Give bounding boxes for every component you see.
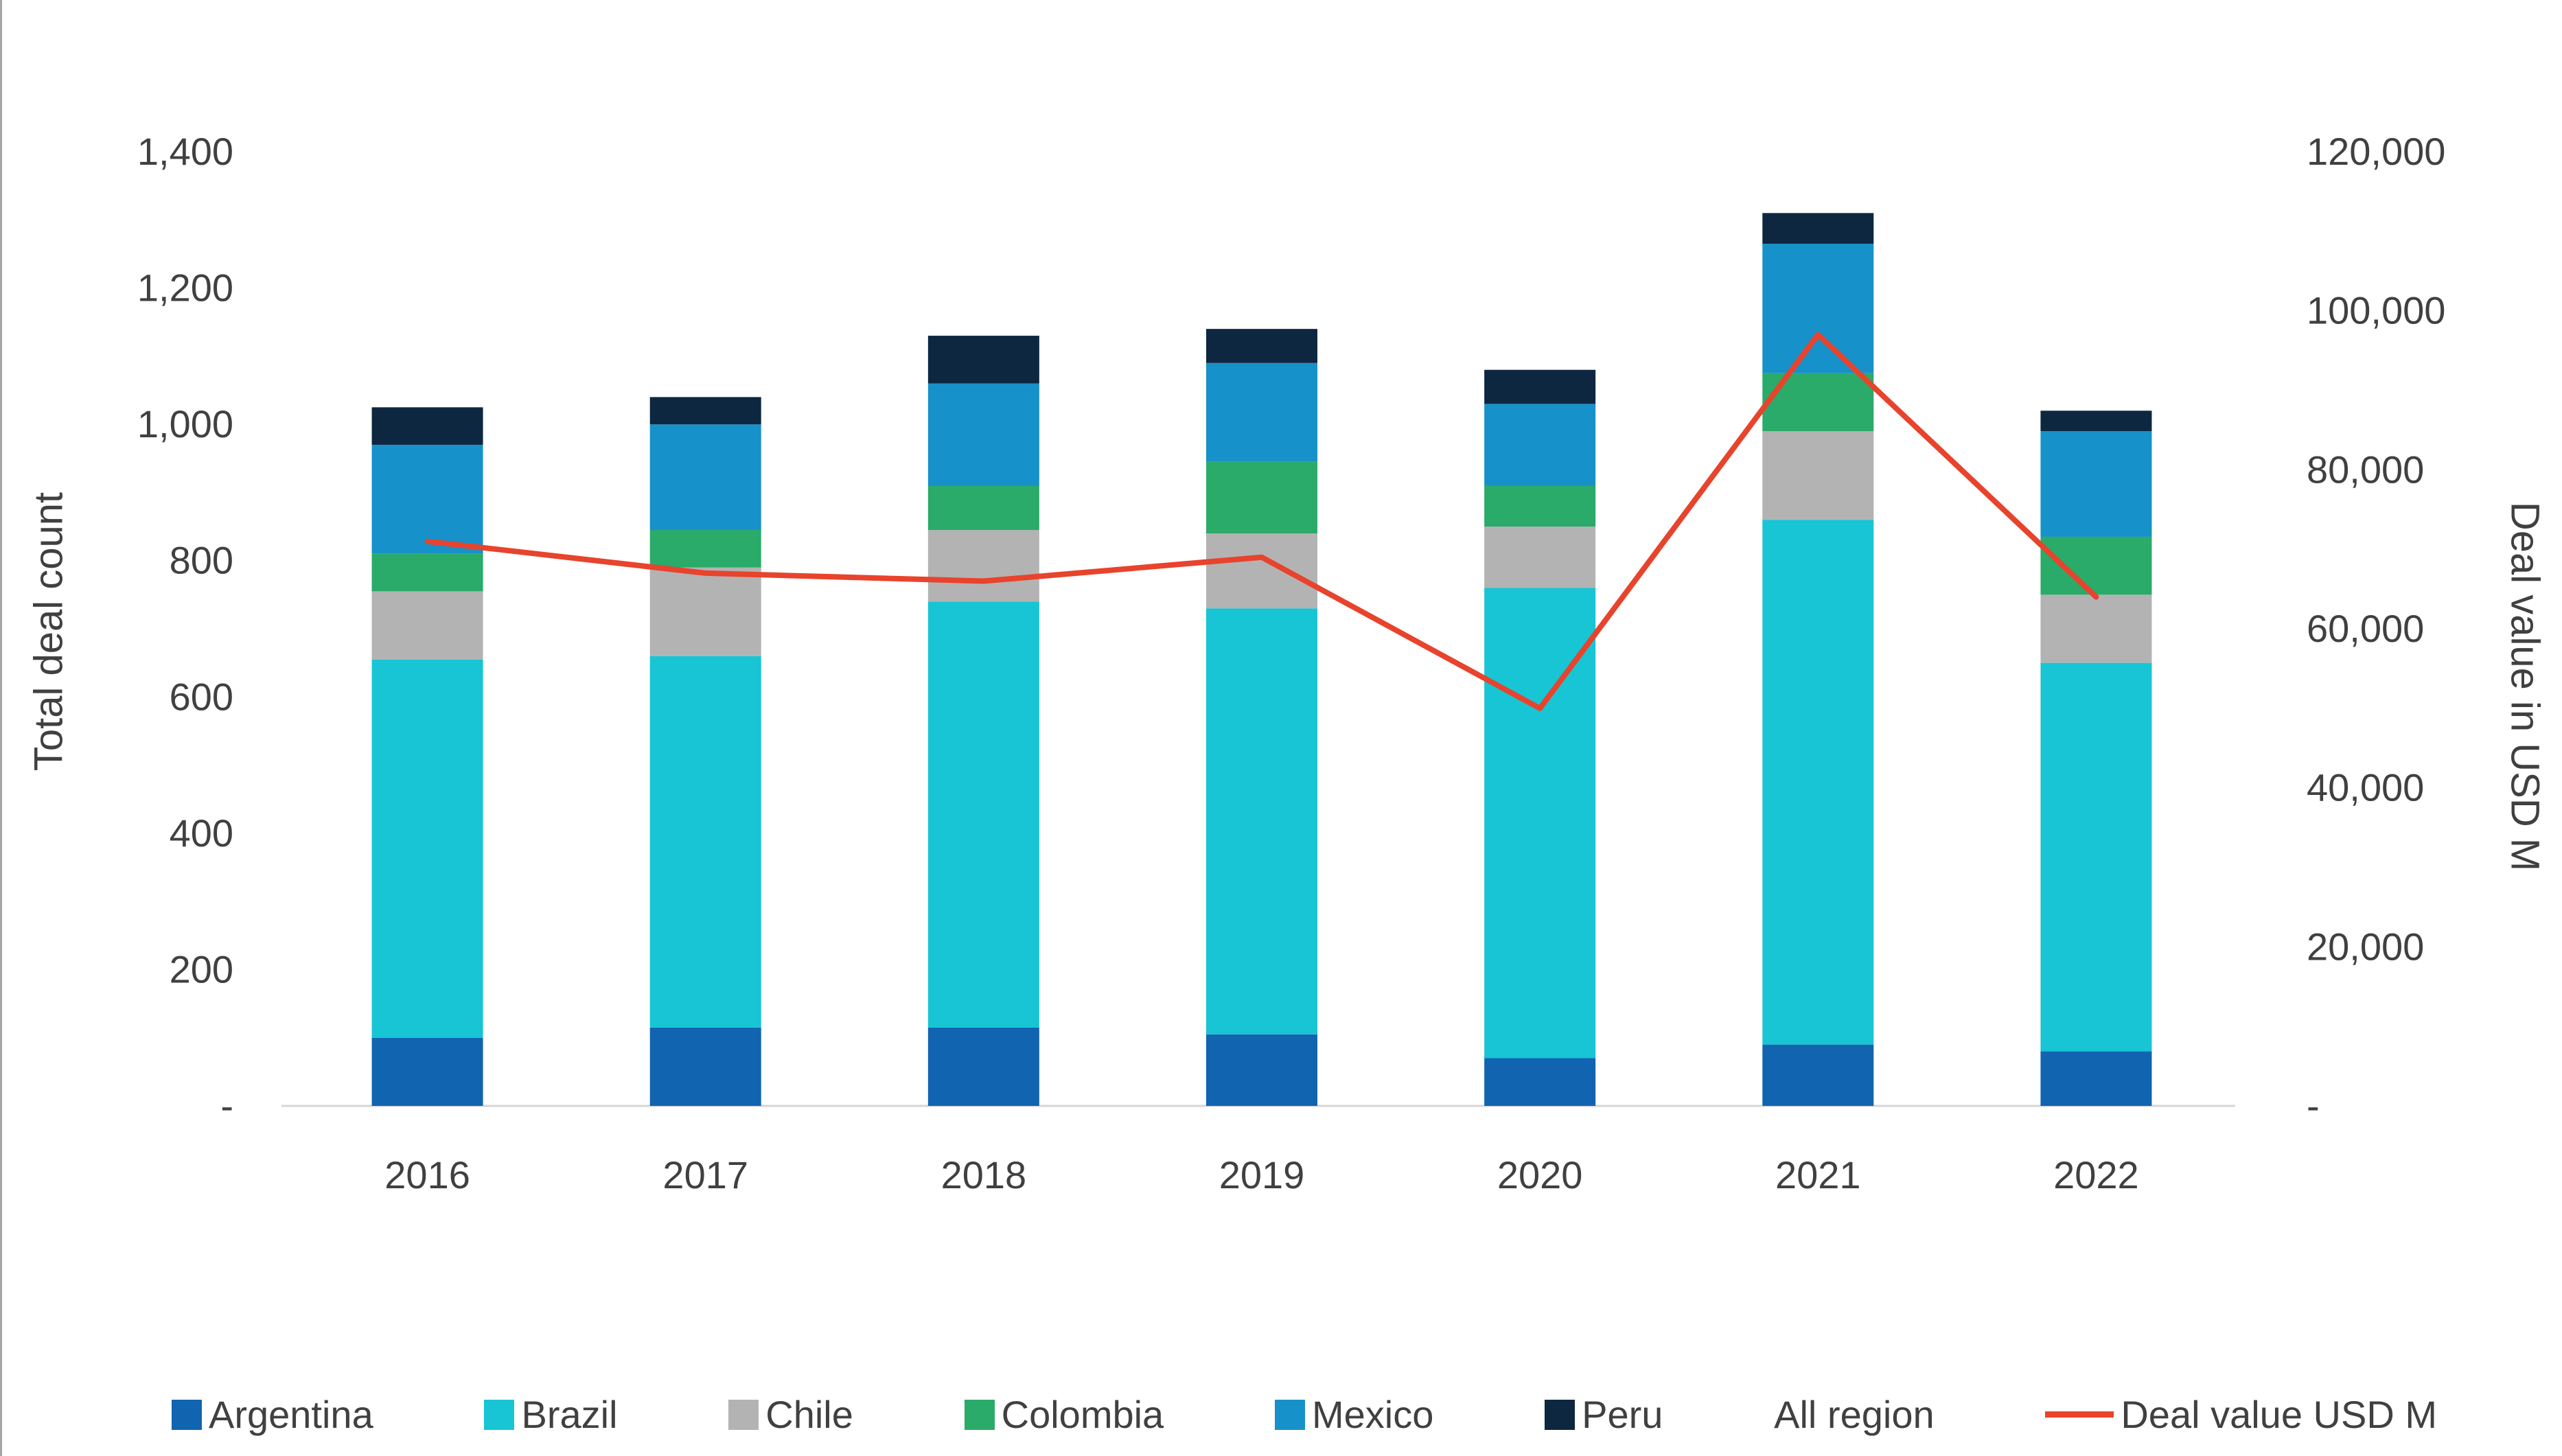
left-axis-tick: 200 [170, 947, 233, 991]
left-axis-tick: - [220, 1084, 233, 1127]
legend-swatch-icon [964, 1399, 995, 1430]
bar-segment-colombia-2020 [1484, 485, 1596, 527]
chart-legend: Argentina Brazil Chile Colombia Mexico Peru Al… [172, 1392, 2437, 1437]
bar-segment-mexico-2022 [2040, 431, 2152, 537]
bar-segment-argentina-2017 [649, 1027, 761, 1106]
bar-segment-brazil-2022 [2040, 662, 2152, 1052]
x-axis-label: 2021 [1775, 1153, 1861, 1197]
bar-segment-peru-2018 [927, 336, 1039, 384]
bar-segment-colombia-2018 [927, 485, 1039, 531]
right-axis-tick: - [2307, 1084, 2320, 1127]
bar-segment-brazil-2019 [1206, 608, 1317, 1035]
bar-segment-argentina-2021 [1762, 1044, 1874, 1106]
bar-segment-colombia-2021 [1762, 373, 1874, 432]
legend-item-argentina: Argentina [172, 1392, 373, 1437]
bar-segment-peru-2017 [649, 397, 761, 425]
bar-segment-argentina-2016 [371, 1037, 483, 1106]
left-axis-tick: 600 [170, 675, 233, 718]
legend-item-brazil: Brazil [484, 1392, 618, 1437]
bar-segment-brazil-2020 [1484, 588, 1596, 1059]
bar-segment-argentina-2020 [1484, 1058, 1596, 1106]
bar-segment-peru-2016 [371, 407, 483, 445]
bar-segment-chile-2022 [2040, 594, 2152, 663]
bar-segment-colombia-2017 [649, 530, 761, 568]
bar-segment-chile-2021 [1762, 431, 1874, 520]
legend-line-marker-icon [2045, 1411, 2114, 1418]
legend-label: Mexico [1311, 1393, 1434, 1436]
bar-segment-mexico-2016 [371, 444, 483, 554]
bar-segment-mexico-2019 [1206, 362, 1317, 462]
bar-segment-brazil-2021 [1762, 520, 1874, 1045]
right-axis-tick: 40,000 [2307, 766, 2424, 809]
bar-segment-colombia-2016 [371, 553, 483, 592]
bar-segment-mexico-2020 [1484, 404, 1596, 486]
bar-segment-peru-2022 [2040, 411, 2152, 432]
bar-segment-mexico-2018 [927, 383, 1039, 486]
bar-segment-brazil-2017 [649, 656, 761, 1028]
right-axis-tick: 80,000 [2307, 448, 2424, 491]
legend-item-peru: Peru [1545, 1392, 1663, 1437]
legend-label: Colombia [1001, 1393, 1164, 1436]
left-axis-tick: 1,400 [137, 130, 233, 173]
bar-segment-peru-2021 [1762, 213, 1874, 244]
legend-label: Brazil [521, 1393, 618, 1436]
bar-segment-argentina-2019 [1206, 1034, 1317, 1106]
x-axis-label: 2018 [941, 1153, 1027, 1197]
legend-item-deal-value-usd-m: Deal value USD M [2045, 1392, 2437, 1437]
x-axis-label: 2020 [1497, 1153, 1583, 1197]
left-axis-tick: 400 [170, 811, 233, 855]
legend-swatch-icon [484, 1399, 515, 1430]
bar-segment-colombia-2022 [2040, 536, 2152, 595]
left-axis-tick: 1,200 [137, 266, 233, 310]
legend-item-all-region: All region [1774, 1392, 1934, 1437]
x-axis-label: 2019 [1219, 1153, 1305, 1197]
bar-segment-argentina-2022 [2040, 1051, 2152, 1106]
legend-swatch-icon [1545, 1399, 1576, 1430]
right-axis-tick: 100,000 [2307, 289, 2445, 332]
legend-item-colombia: Colombia [964, 1392, 1164, 1437]
legend-label: Deal value USD M [2121, 1393, 2437, 1436]
bar-segment-chile-2017 [649, 567, 761, 656]
right-axis-tick: 120,000 [2307, 130, 2445, 173]
legend-swatch-icon [1274, 1399, 1305, 1430]
right-axis-tick: 60,000 [2307, 607, 2424, 650]
legend-swatch-icon [172, 1399, 202, 1430]
bar-segment-chile-2016 [371, 591, 483, 660]
legend-label: Peru [1582, 1393, 1663, 1436]
bar-segment-argentina-2018 [927, 1027, 1039, 1106]
left-axis-tick: 800 [170, 539, 233, 582]
bar-segment-peru-2019 [1206, 329, 1317, 363]
bar-segment-brazil-2018 [927, 601, 1039, 1028]
bar-segment-chile-2018 [927, 530, 1039, 602]
right-axis-tick: 20,000 [2307, 925, 2424, 968]
legend-swatch-icon [728, 1399, 759, 1430]
legend-label: All region [1774, 1393, 1935, 1436]
legend-label: Chile [765, 1393, 853, 1436]
bar-segment-chile-2020 [1484, 527, 1596, 588]
x-axis-label: 2022 [2053, 1153, 2139, 1197]
deal-value-line [424, 332, 2099, 711]
bar-segment-peru-2020 [1484, 369, 1596, 404]
x-axis-label: 2017 [662, 1153, 748, 1197]
x-axis-label: 2016 [384, 1153, 470, 1197]
legend-item-chile: Chile [728, 1392, 853, 1437]
bar-segment-colombia-2019 [1206, 461, 1317, 533]
bar-segment-brazil-2016 [371, 659, 483, 1038]
bar-segment-chile-2019 [1206, 533, 1317, 609]
legend-label: Argentina [209, 1393, 373, 1436]
left-axis-tick: 1,000 [137, 402, 233, 446]
bar-segment-mexico-2021 [1762, 244, 1874, 373]
page-left-border [0, 0, 2, 1456]
bar-segment-mexico-2017 [649, 424, 761, 531]
legend-item-mexico: Mexico [1274, 1392, 1434, 1437]
